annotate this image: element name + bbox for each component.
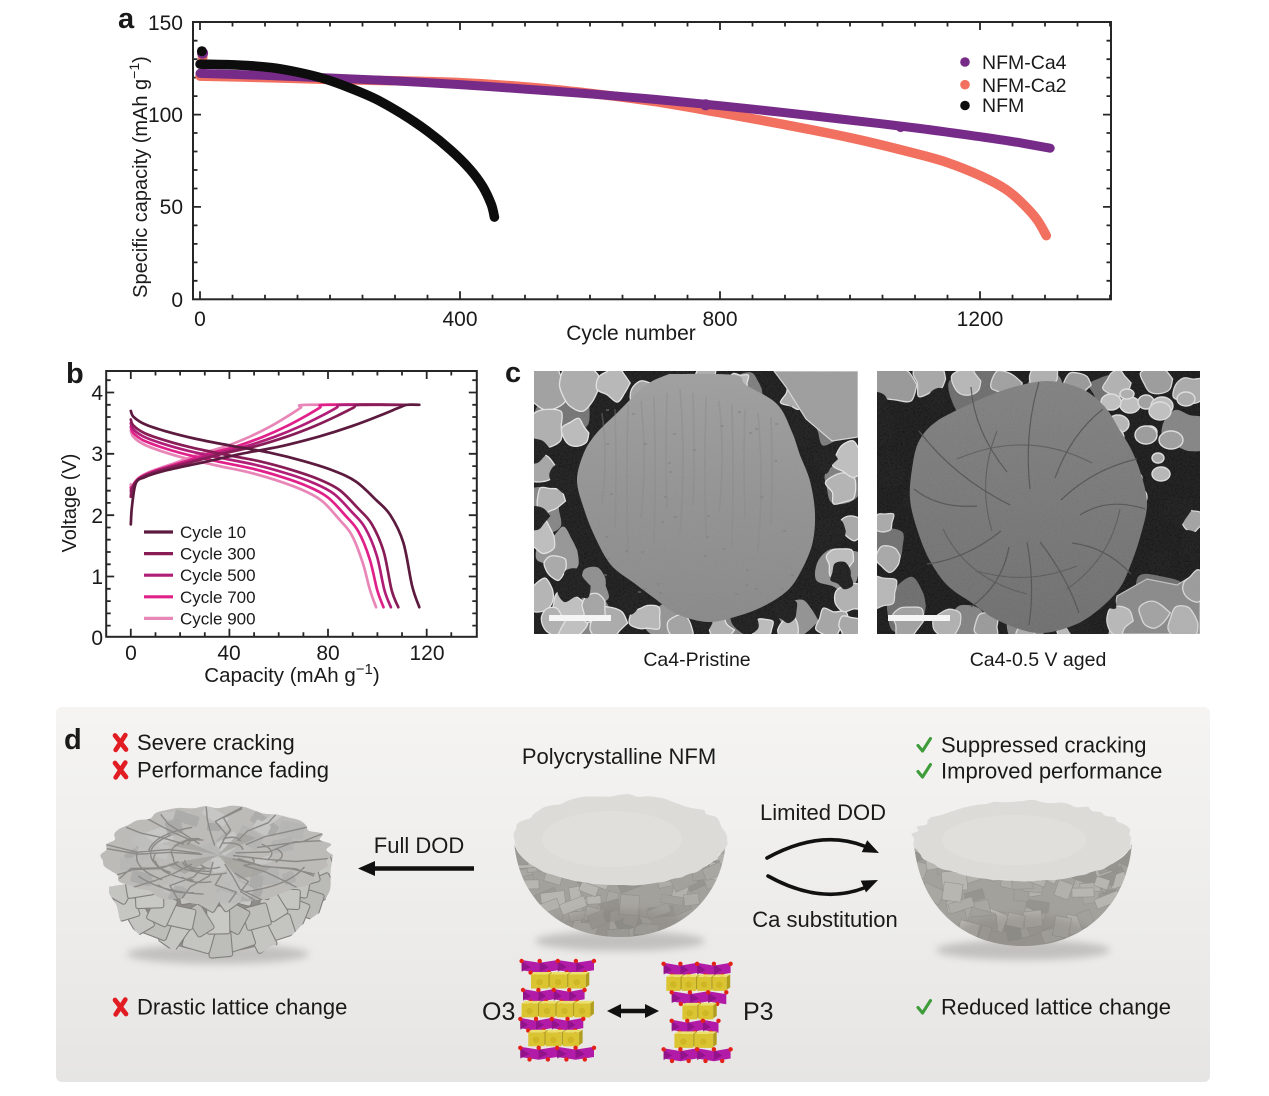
svg-text:50: 50 — [160, 196, 183, 219]
svg-text:a: a — [118, 3, 135, 35]
svg-text:Limited DOD: Limited DOD — [760, 800, 886, 825]
svg-text:0: 0 — [194, 308, 206, 331]
svg-text:2: 2 — [91, 505, 103, 528]
svg-text:NFM: NFM — [982, 95, 1024, 117]
svg-text:0: 0 — [171, 289, 183, 312]
svg-text:0: 0 — [125, 642, 137, 665]
svg-text:c: c — [505, 357, 521, 389]
svg-text:Performance fading: Performance fading — [137, 758, 329, 783]
svg-text:d: d — [64, 724, 82, 756]
svg-text:Suppressed cracking: Suppressed cracking — [941, 733, 1146, 758]
svg-text:100: 100 — [148, 104, 183, 127]
svg-text:Specific capacity (mAh g−1): Specific capacity (mAh g−1) — [126, 56, 152, 298]
svg-text:P3: P3 — [743, 998, 774, 1026]
svg-text:4: 4 — [91, 382, 103, 405]
svg-text:b: b — [66, 358, 84, 390]
svg-text:Ca substitution: Ca substitution — [752, 907, 898, 932]
svg-text:1200: 1200 — [957, 308, 1004, 331]
svg-text:Cycle 500: Cycle 500 — [180, 566, 256, 585]
svg-text:800: 800 — [702, 308, 737, 331]
svg-text:Ca4-0.5 V aged: Ca4-0.5 V aged — [970, 649, 1107, 671]
svg-text:Cycle 300: Cycle 300 — [180, 545, 256, 564]
svg-text:Cycle 10: Cycle 10 — [180, 523, 246, 542]
svg-text:Improved performance: Improved performance — [941, 759, 1162, 784]
svg-text:Reduced lattice change: Reduced lattice change — [941, 995, 1171, 1020]
svg-text:NFM-Ca2: NFM-Ca2 — [982, 75, 1067, 97]
svg-text:Severe cracking: Severe cracking — [137, 730, 295, 755]
svg-text:3: 3 — [91, 443, 103, 466]
svg-text:Ca4-Pristine: Ca4-Pristine — [643, 649, 750, 671]
svg-text:0: 0 — [91, 627, 103, 650]
svg-text:150: 150 — [148, 12, 183, 35]
svg-text:40: 40 — [217, 642, 240, 665]
svg-text:O3: O3 — [482, 998, 515, 1026]
svg-text:80: 80 — [316, 642, 339, 665]
svg-text:Capacity (mAh g−1): Capacity (mAh g−1) — [204, 661, 379, 687]
svg-text:NFM-Ca4: NFM-Ca4 — [982, 52, 1067, 74]
svg-text:120: 120 — [409, 642, 444, 665]
svg-text:Voltage (V): Voltage (V) — [59, 454, 81, 553]
svg-text:400: 400 — [442, 308, 477, 331]
svg-text:Cycle 900: Cycle 900 — [180, 609, 256, 628]
svg-text:Cycle 700: Cycle 700 — [180, 588, 256, 607]
svg-text:1: 1 — [91, 566, 103, 589]
svg-text:Drastic lattice change: Drastic lattice change — [137, 995, 347, 1020]
svg-text:Cycle number: Cycle number — [566, 322, 696, 345]
svg-text:Full DOD: Full DOD — [374, 833, 464, 858]
svg-text:Polycrystalline NFM: Polycrystalline NFM — [522, 744, 716, 769]
